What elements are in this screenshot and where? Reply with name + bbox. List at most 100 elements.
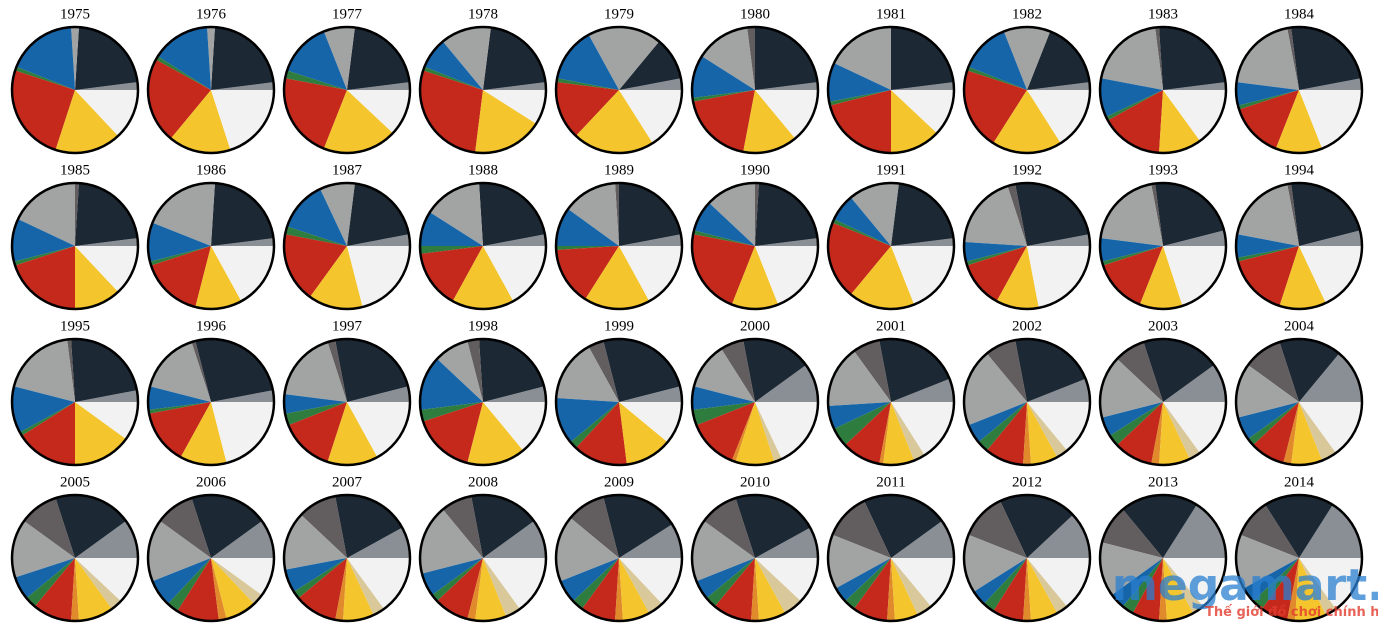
- pie-slice: [891, 378, 954, 402]
- pie-slice: [327, 340, 347, 402]
- pie-slice: [755, 183, 759, 246]
- pie-slice: [978, 402, 1027, 451]
- pie-slice: [1163, 558, 1194, 621]
- chart-title: 2002: [1012, 318, 1042, 334]
- pie-slice: [483, 386, 546, 402]
- pie: [826, 181, 956, 311]
- pie-slice: [709, 183, 755, 246]
- chart-title: 1978: [468, 6, 498, 22]
- pie-slice: [75, 183, 79, 246]
- pie-slice: [211, 27, 274, 91]
- chart-title: 1999: [604, 318, 634, 334]
- pie-outline: [826, 493, 956, 623]
- pie-slice: [75, 246, 119, 309]
- pie-slice: [964, 70, 1027, 144]
- pie-slice: [1100, 184, 1163, 246]
- pie-outline: [10, 25, 140, 155]
- chart-title: 1984: [1284, 6, 1315, 22]
- pie-slice: [1155, 27, 1163, 91]
- pie-slice: [16, 27, 76, 91]
- chart-title: 2014: [1284, 474, 1315, 490]
- pie-outline: [554, 181, 684, 311]
- chart-title: 1998: [468, 318, 498, 334]
- pie-slice: [55, 495, 126, 558]
- pie-slice: [15, 246, 76, 309]
- pie-slice: [743, 90, 796, 153]
- pie-slice: [755, 558, 801, 614]
- pie-slice: [442, 496, 483, 558]
- pie-slice: [1003, 26, 1051, 90]
- pie-slice: [475, 90, 537, 153]
- pie-slice: [1100, 358, 1163, 418]
- pie-slice: [1299, 402, 1337, 461]
- pie-slice: [1151, 402, 1163, 465]
- pie-outline: [690, 337, 820, 467]
- chart-title: 1994: [1284, 162, 1315, 178]
- pie-slice: [483, 520, 546, 558]
- pie-outline: [1098, 25, 1228, 155]
- pie-outline: [1098, 181, 1228, 311]
- pie-slice: [829, 90, 891, 106]
- pie-slice: [1287, 27, 1299, 91]
- pie-slice: [891, 558, 932, 616]
- pie-slice: [1117, 342, 1163, 402]
- pie-slice: [1287, 183, 1299, 246]
- pie-outline: [826, 25, 956, 155]
- pie-slice: [301, 496, 347, 558]
- pie-slice: [692, 520, 755, 582]
- pie-slice: [706, 558, 755, 607]
- pie-slice: [177, 558, 219, 621]
- pie-slice: [619, 183, 681, 246]
- pie-slice: [420, 402, 483, 422]
- pie-slice: [419, 509, 483, 574]
- pie: [1234, 337, 1364, 467]
- chart-title: 1987: [332, 162, 363, 178]
- pie-slice: [755, 364, 818, 402]
- chart-title: 1980: [740, 6, 770, 22]
- pie-slice: [1122, 558, 1163, 614]
- pie: [962, 25, 1092, 155]
- chart-title: 1988: [468, 162, 498, 178]
- pie-slice: [55, 90, 119, 153]
- pie-slice: [1236, 82, 1299, 106]
- pie-slice: [1163, 558, 1204, 614]
- chart-title: 1976: [196, 6, 227, 22]
- pie-outline: [418, 25, 548, 155]
- pie-slice: [483, 234, 546, 246]
- pie: [1098, 337, 1228, 467]
- pie-slice: [731, 246, 779, 310]
- pie-outline: [690, 25, 820, 155]
- pie-slice: [891, 27, 954, 90]
- pie: [418, 337, 548, 467]
- pie-slice: [693, 230, 755, 246]
- pie-slice: [573, 558, 619, 609]
- pie-outline: [146, 493, 276, 623]
- pie-slice: [1279, 246, 1326, 309]
- pie-slice: [965, 246, 1027, 266]
- pie-slice: [1237, 184, 1299, 246]
- pie-outline: [1234, 337, 1364, 467]
- pie-slice: [15, 66, 76, 90]
- pie-slice: [704, 498, 755, 558]
- pie-slice: [152, 182, 215, 246]
- pie: [146, 493, 276, 623]
- pie-slice: [420, 70, 483, 153]
- pie-slice: [75, 90, 138, 136]
- pie-slice: [693, 90, 755, 152]
- pie-slice: [347, 90, 410, 134]
- pie-slice: [285, 226, 347, 246]
- pie-slice: [327, 402, 378, 465]
- pie-slice: [285, 70, 347, 90]
- pie-slice: [1299, 246, 1362, 304]
- pie-slice: [11, 386, 75, 433]
- pie-slice: [483, 27, 546, 91]
- pie-slice: [693, 348, 755, 402]
- pie: [554, 337, 684, 467]
- pie-slice: [986, 340, 1027, 402]
- pie-slice: [755, 402, 818, 460]
- pie-slice: [1236, 234, 1299, 258]
- pie-slice: [1299, 558, 1337, 616]
- pie-slice: [211, 558, 227, 621]
- pie-slice: [335, 339, 409, 402]
